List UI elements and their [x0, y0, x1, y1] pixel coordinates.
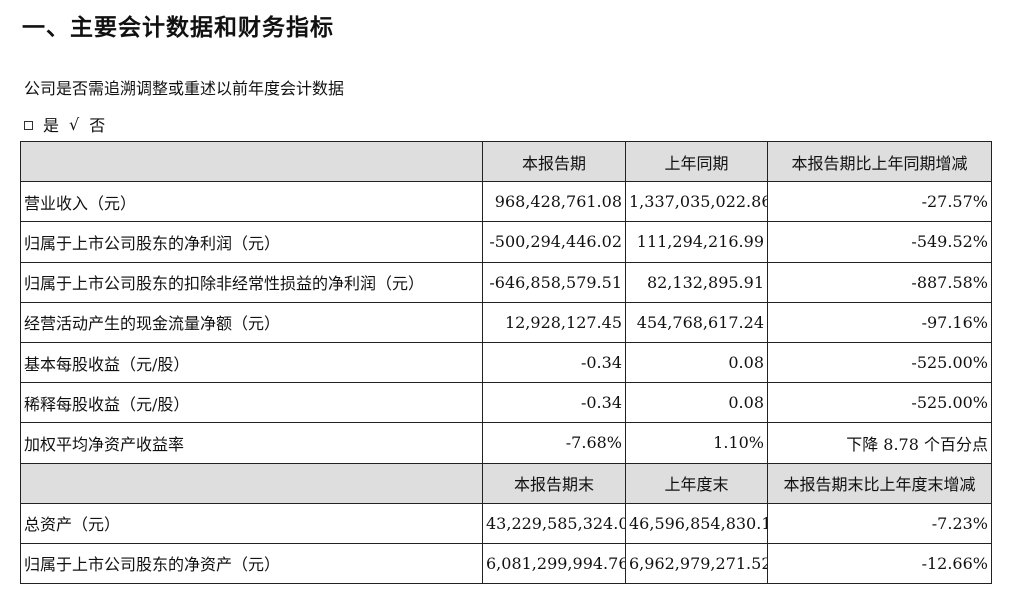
change-value: -27.57% [767, 181, 992, 223]
row-label: 总资产（元） [20, 502, 483, 544]
current-value: -646,858,579.51 [482, 261, 626, 303]
change-value: -7.23% [767, 502, 992, 544]
table-row: 归属于上市公司股东的净利润（元） -500,294,446.02 111,294… [20, 221, 992, 263]
header-cell: 本报告期比上年同期增减 [767, 140, 992, 183]
header-cell: 上年度末 [625, 462, 768, 504]
current-value: -0.34 [482, 382, 626, 424]
row-label: 归属于上市公司股东的扣除非经常性损益的净利润（元） [20, 261, 483, 303]
current-value: -500,294,446.02 [482, 221, 626, 263]
table-row: 归属于上市公司股东的扣除非经常性损益的净利润（元） -646,858,579.5… [20, 261, 992, 303]
change-value: 下降 8.78 个百分点 [767, 422, 992, 464]
answer-no-label: 否 [89, 116, 106, 135]
prior-value: 1.10% [625, 422, 768, 464]
restatement-answer: 是 √ 否 [24, 112, 105, 136]
table-row: 加权平均净资产收益率 -7.68% 1.10% 下降 8.78 个百分点 [20, 422, 992, 464]
prior-value: 1,337,035,022.86 [625, 181, 768, 223]
prior-value: 454,768,617.24 [625, 301, 768, 343]
current-value: 6,081,299,994.76 [482, 542, 626, 585]
restatement-question: 公司是否需追溯调整或重述以前年度会计数据 [24, 79, 345, 98]
header-cell: 上年同期 [625, 140, 768, 183]
change-value: -12.66% [767, 542, 992, 585]
section-heading: 一、主要会计数据和财务指标 [22, 15, 334, 41]
row-label: 经营活动产生的现金流量净额（元） [20, 301, 483, 343]
change-value: -887.58% [767, 261, 992, 303]
row-label: 营业收入（元） [20, 181, 483, 223]
check-mark-icon: √ [69, 114, 80, 134]
table-row: 经营活动产生的现金流量净额（元） 12,928,127.45 454,768,6… [20, 301, 992, 343]
table-row: 总资产（元） 43,229,585,324.09 46,596,854,830.… [20, 502, 992, 544]
answer-yes-label: 是 [43, 116, 60, 135]
prior-value: 46,596,854,830.11 [625, 502, 768, 544]
financial-indicators-table: 本报告期 上年同期 本报告期比上年同期增减 营业收入（元） 968,428,76… [20, 140, 992, 585]
prior-value: 0.08 [625, 341, 768, 384]
current-value: 968,428,761.08 [482, 181, 626, 223]
empty-checkbox-icon [24, 121, 33, 130]
header-cell: 本报告期末 [482, 462, 626, 504]
change-value: -525.00% [767, 382, 992, 424]
row-label: 基本每股收益（元/股） [20, 341, 483, 384]
table-row: 基本每股收益（元/股） -0.34 0.08 -525.00% [20, 341, 992, 384]
current-value: 12,928,127.45 [482, 301, 626, 343]
header-cell: 本报告期末比上年度末增减 [767, 462, 992, 504]
current-value: 43,229,585,324.09 [482, 502, 626, 544]
header-cell: 本报告期 [482, 140, 626, 183]
table-row: 稀释每股收益（元/股） -0.34 0.08 -525.00% [20, 382, 992, 424]
row-label: 归属于上市公司股东的净利润（元） [20, 221, 483, 263]
change-value: -97.16% [767, 301, 992, 343]
table-header-row: 本报告期末 上年度末 本报告期末比上年度末增减 [20, 462, 992, 504]
header-cell [20, 462, 483, 504]
prior-value: 6,962,979,271.52 [625, 542, 768, 585]
current-value: -0.34 [482, 341, 626, 384]
prior-value: 82,132,895.91 [625, 261, 768, 303]
prior-value: 0.08 [625, 382, 768, 424]
table-row: 营业收入（元） 968,428,761.08 1,337,035,022.86 … [20, 181, 992, 223]
change-value: -549.52% [767, 221, 992, 263]
prior-value: 111,294,216.99 [625, 221, 768, 263]
current-value: -7.68% [482, 422, 626, 464]
row-label: 加权平均净资产收益率 [20, 422, 483, 464]
row-label: 归属于上市公司股东的净资产（元） [20, 542, 483, 585]
header-cell [20, 140, 483, 183]
row-label: 稀释每股收益（元/股） [20, 382, 483, 424]
table-header-row: 本报告期 上年同期 本报告期比上年同期增减 [20, 140, 992, 183]
table-row: 归属于上市公司股东的净资产（元） 6,081,299,994.76 6,962,… [20, 542, 992, 585]
change-value: -525.00% [767, 341, 992, 384]
